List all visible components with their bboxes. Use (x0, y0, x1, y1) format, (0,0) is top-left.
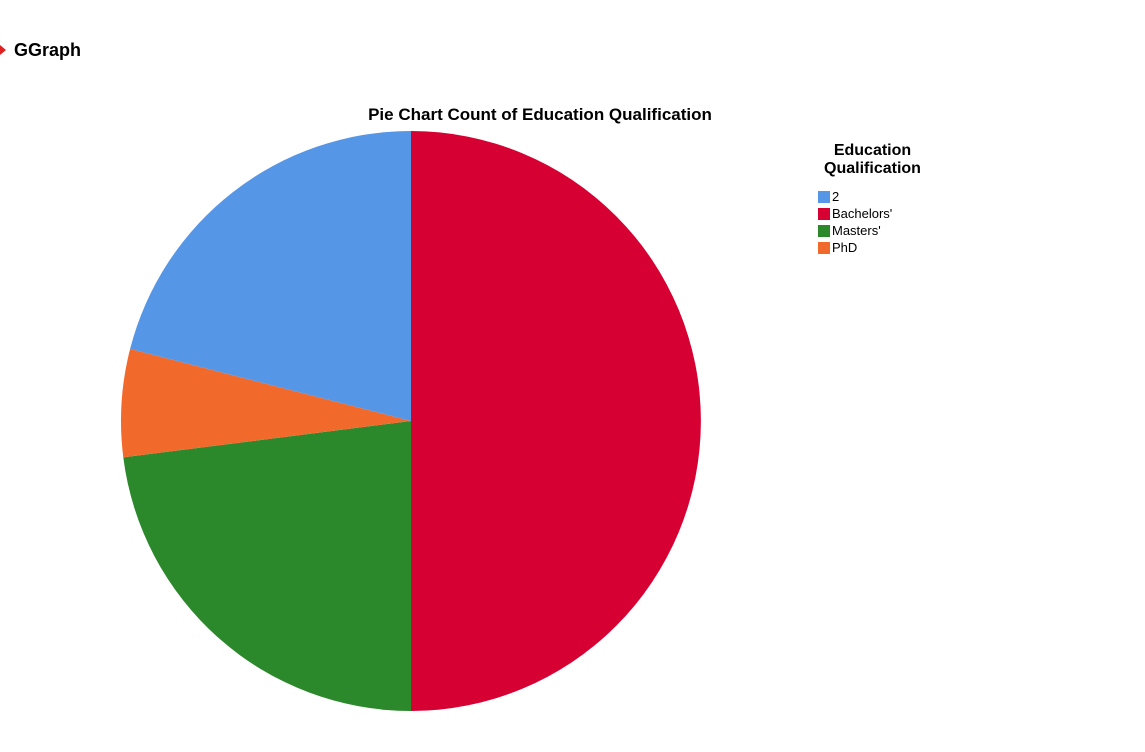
output-title: GGraph (14, 39, 82, 60)
legend-swatch (818, 190, 830, 203)
legend-item: Masters' (818, 222, 945, 239)
legend-item: Bachelors' (818, 205, 945, 222)
chart-title: Pie Chart Count of Education Qualificati… (368, 105, 712, 124)
output-header: GGraph (0, 38, 81, 62)
legend-item: PhD (818, 239, 945, 256)
legend-swatch (818, 207, 830, 220)
pie-slice-masters (123, 421, 411, 711)
legend-item: 2 (818, 188, 945, 205)
legend-swatch (818, 241, 830, 254)
expand-arrow-icon[interactable] (0, 45, 6, 55)
legend-label: PhD (832, 240, 858, 255)
legend: Education Qualification 2 Bachelors' Maste… (805, 142, 945, 256)
pie-slice-phd (120, 348, 411, 458)
legend-label: 2 (832, 189, 840, 204)
legend-swatch (818, 224, 830, 237)
legend-title: Education Qualification (824, 142, 921, 177)
legend-items: 2 Bachelors' Masters' PhD (805, 188, 945, 256)
legend-label: Masters' (832, 223, 881, 238)
legend-label: Bachelors' (832, 206, 893, 221)
pie-slice-2 (130, 131, 411, 421)
pie-slice-bachelors (411, 131, 701, 711)
